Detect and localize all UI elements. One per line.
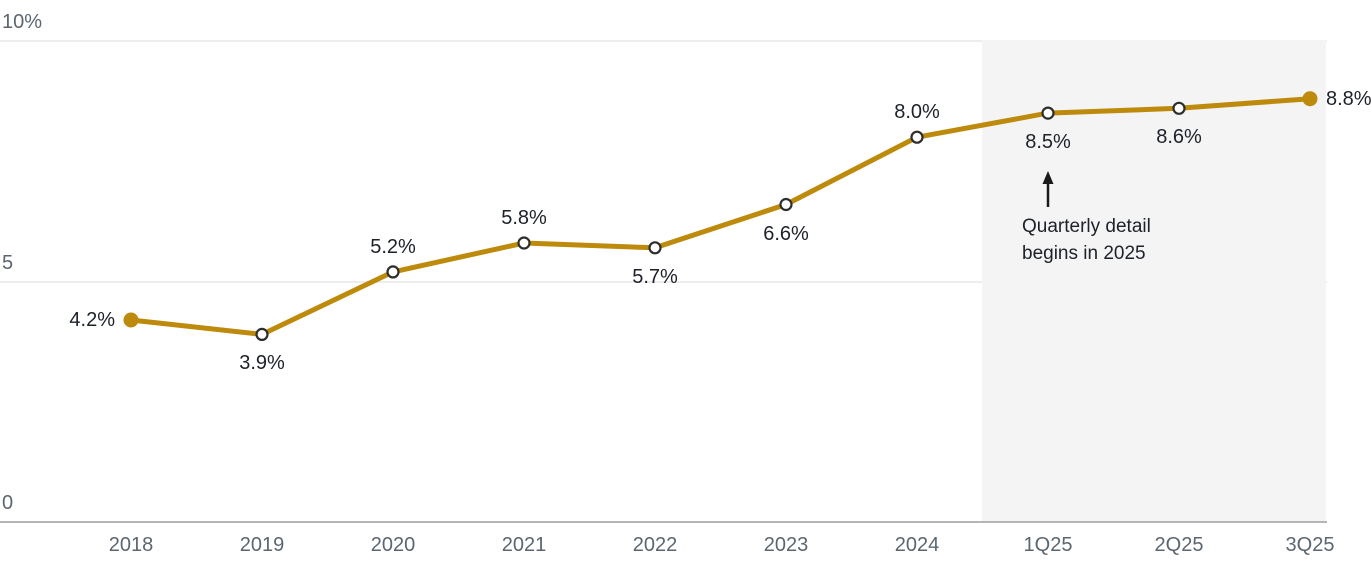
x-tick-1Q25: 1Q25 bbox=[1023, 534, 1073, 556]
x-tick-2020: 2020 bbox=[370, 534, 416, 556]
gridline-5 bbox=[0, 280, 1327, 283]
data-point-3Q25 bbox=[1302, 91, 1318, 107]
data-point-2019 bbox=[255, 327, 269, 341]
data-label-2020: 5.2% bbox=[370, 235, 416, 258]
data-label-2022: 5.7% bbox=[632, 265, 678, 288]
data-label-3Q25: 8.8% bbox=[1326, 87, 1371, 110]
data-point-2020 bbox=[386, 265, 400, 279]
quarterly-shade-region bbox=[982, 40, 1326, 521]
y-tick-label-10: 10% bbox=[2, 11, 43, 33]
data-point-2Q25 bbox=[1172, 101, 1186, 115]
y-tick-label-5: 5 bbox=[2, 251, 14, 274]
x-tick-2018: 2018 bbox=[108, 534, 154, 556]
x-tick-2024: 2024 bbox=[894, 534, 940, 556]
y-tick-label-0: 0 bbox=[2, 492, 14, 514]
trend-line bbox=[130, 96, 1311, 337]
annotation-quarterly-detail: Quarterly detail begins in 2025 bbox=[1022, 213, 1151, 267]
data-label-2024: 8.0% bbox=[894, 101, 940, 124]
annotation-line-2: begins in 2025 bbox=[1022, 243, 1146, 264]
annotation-line-1: Quarterly detail bbox=[1022, 216, 1151, 237]
data-point-1Q25 bbox=[1041, 106, 1055, 120]
data-label-2023: 6.6% bbox=[763, 222, 809, 245]
x-tick-2023: 2023 bbox=[763, 534, 809, 556]
data-label-2021: 5.8% bbox=[501, 207, 547, 229]
x-tick-3Q25: 3Q25 bbox=[1285, 534, 1335, 556]
x-tick-2021: 2021 bbox=[501, 534, 547, 556]
x-axis-line bbox=[0, 521, 1327, 523]
data-point-2021 bbox=[517, 236, 531, 250]
data-label-2Q25: 8.6% bbox=[1156, 126, 1202, 149]
up-arrow-icon bbox=[1042, 171, 1054, 207]
data-point-2018 bbox=[123, 312, 139, 328]
data-label-2018: 4.2% bbox=[69, 309, 115, 331]
data-label-1Q25: 8.5% bbox=[1025, 131, 1071, 154]
x-tick-2Q25: 2Q25 bbox=[1154, 534, 1204, 556]
x-tick-2019: 2019 bbox=[239, 534, 285, 556]
data-point-2024 bbox=[910, 130, 924, 144]
gridline-10 bbox=[0, 40, 1327, 42]
data-point-2022 bbox=[648, 241, 662, 255]
data-label-2019: 3.9% bbox=[239, 352, 285, 375]
data-point-2023 bbox=[779, 197, 793, 212]
x-tick-2022: 2022 bbox=[632, 534, 678, 556]
